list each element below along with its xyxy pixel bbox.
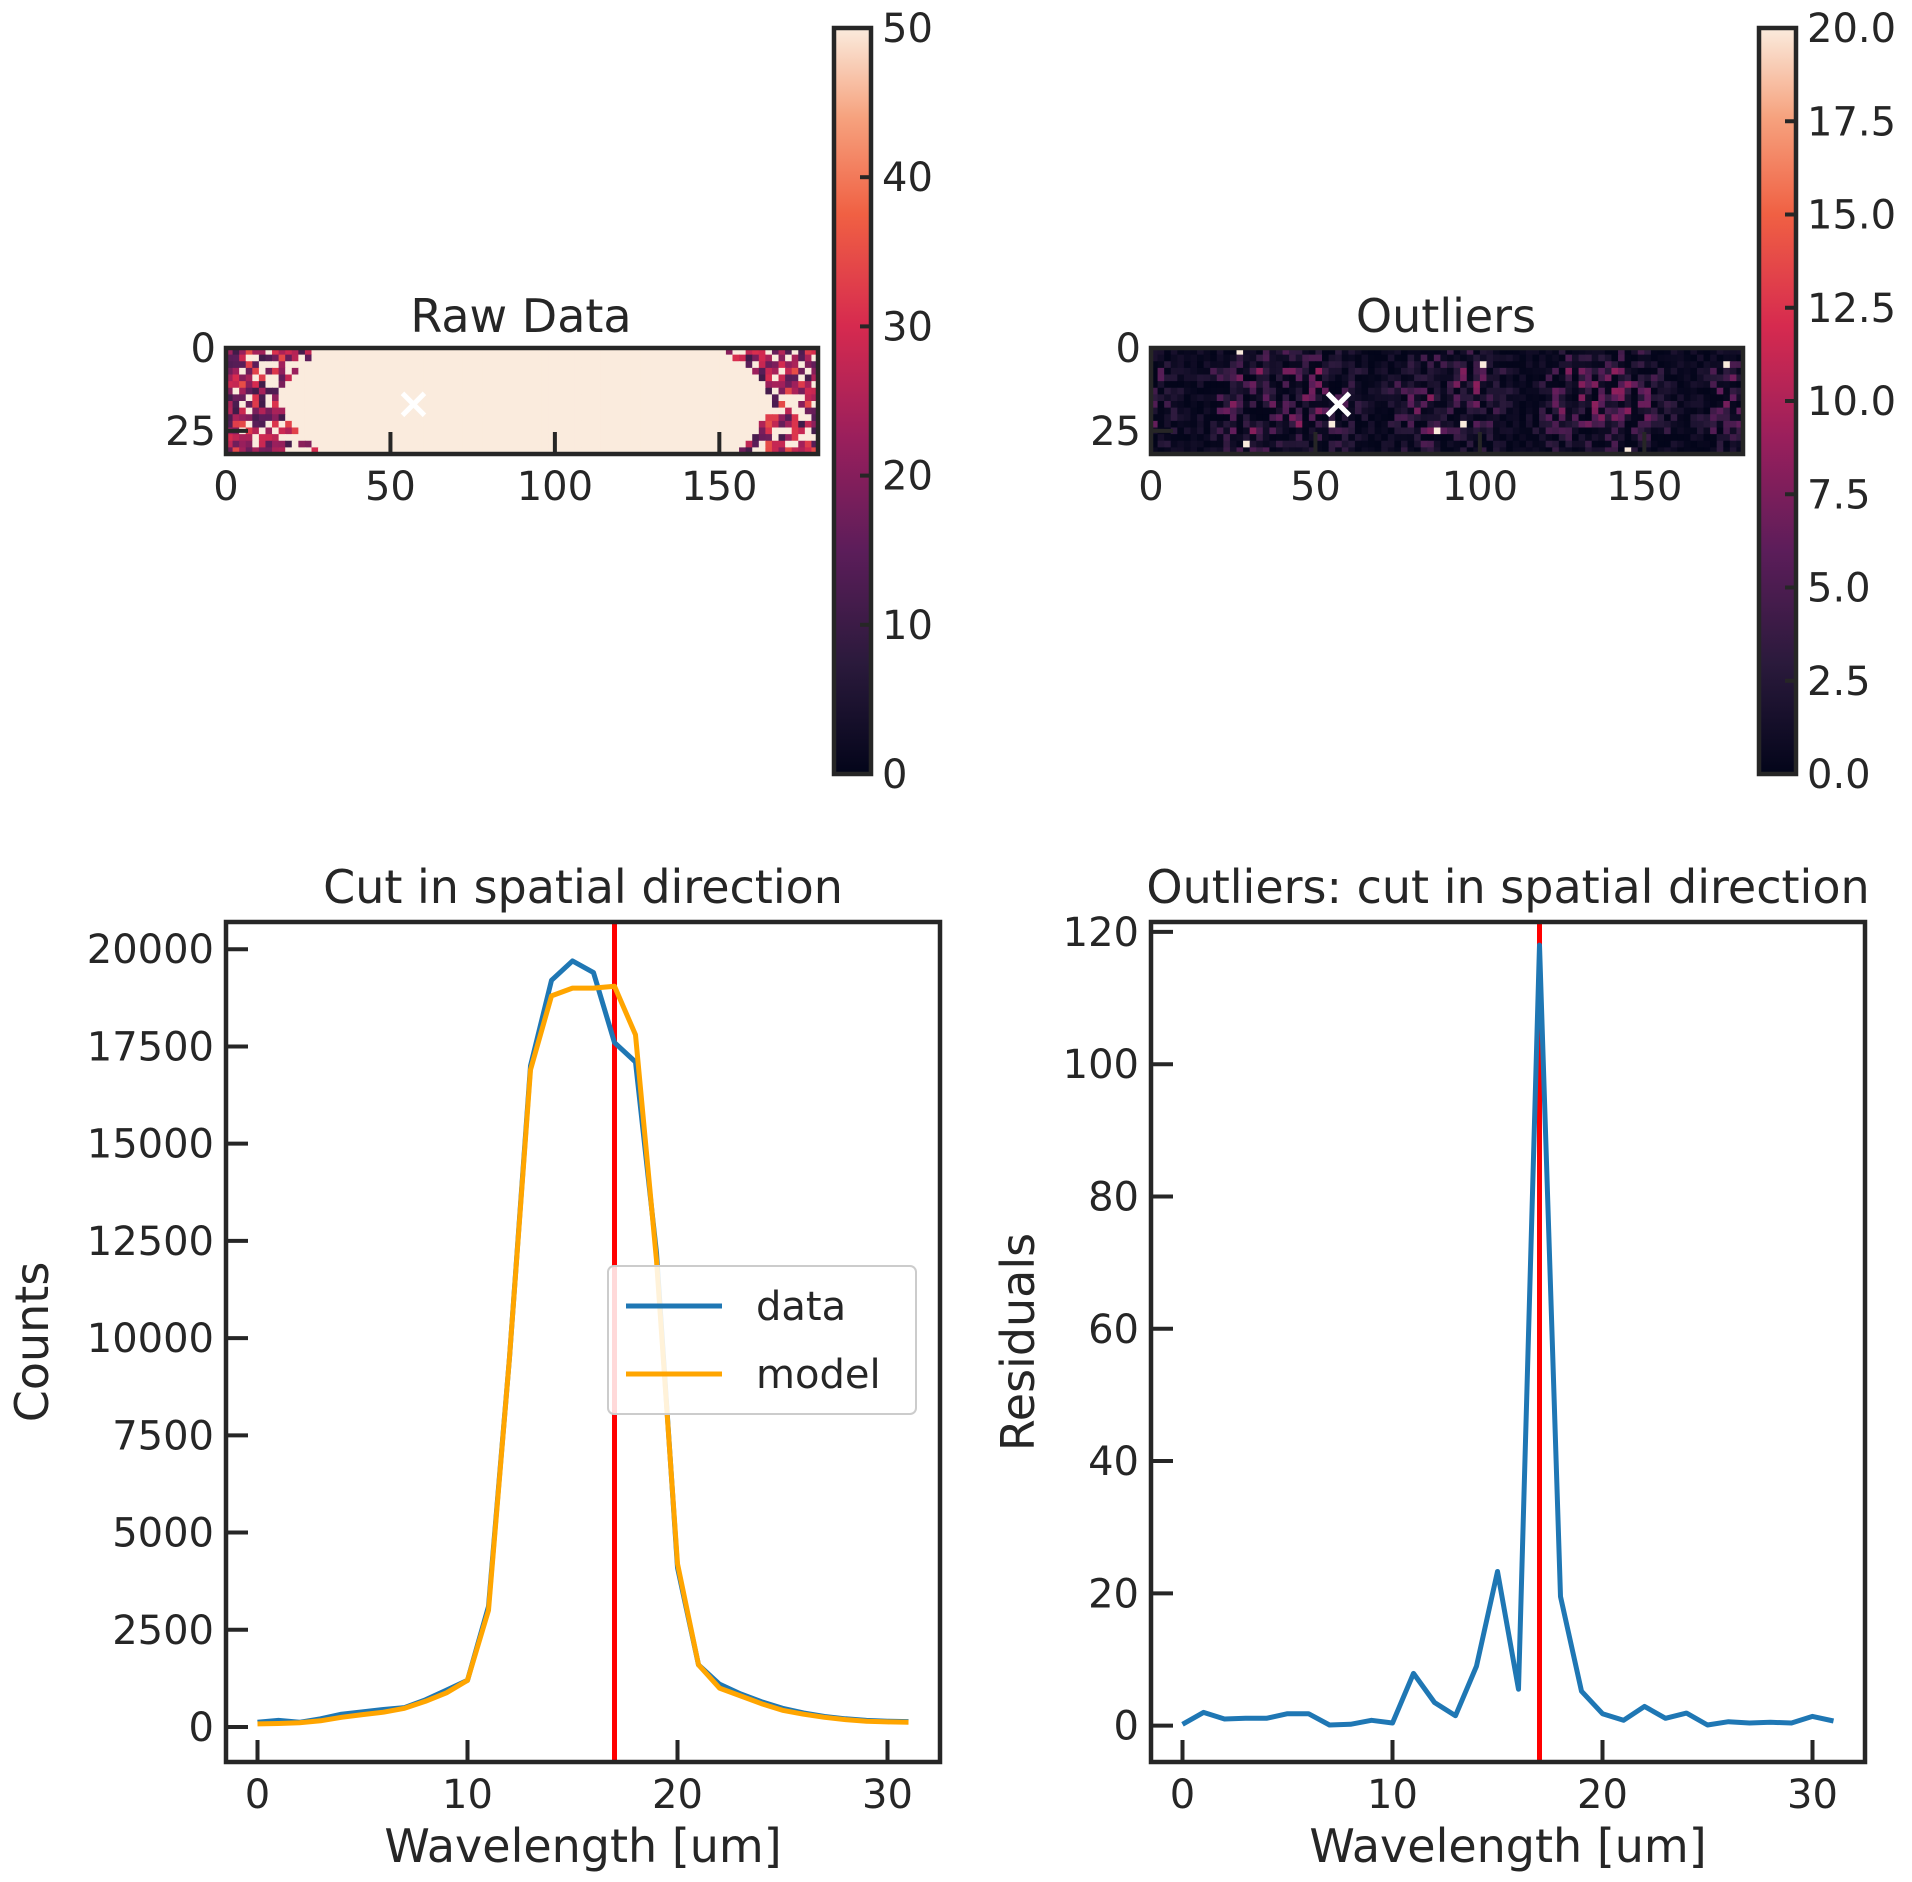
model-series-line (257, 983, 909, 1727)
x-tick-label: 30 (1787, 1772, 1838, 1818)
residuals-frame (1148, 919, 1868, 1765)
x-tick-label: 150 (1606, 464, 1682, 510)
x-marker-stroke (1325, 391, 1352, 418)
colorbar-tick-label: 10.0 (1807, 379, 1896, 425)
colorbar-tick-label: 5.0 (1807, 566, 1871, 612)
residuals-panel: Outliers: cut in spatial direction 0 10 20… (991, 860, 1870, 1873)
raw-data-marker (400, 391, 427, 418)
colorbar-tick-label: 10 (882, 603, 933, 649)
y-tick-label: 0 (189, 1705, 214, 1751)
cut-frame (223, 919, 943, 1765)
raw-data-panel: Raw Data 0 50 100 150 0 25 (165, 289, 821, 510)
outliers-axes: 0 50 100 150 0 25 (1090, 326, 1682, 510)
y-tick-label: 7500 (112, 1413, 214, 1459)
x-tick-label: 50 (1290, 464, 1341, 510)
raw-data-axes: 0 50 100 150 0 25 (165, 326, 757, 510)
colorbar-tick-label: 7.5 (1807, 472, 1871, 518)
y-tick-label: 25 (1090, 409, 1141, 455)
x-tick-label: 10 (442, 1772, 493, 1818)
cut-title: Cut in spatial direction (323, 860, 843, 914)
x-tick-label: 0 (213, 464, 238, 510)
y-tick-label: 20000 (87, 927, 214, 973)
x-tick-label: 0 (245, 1772, 270, 1818)
cut-ylabel: Counts (5, 1262, 59, 1423)
residuals-title: Outliers: cut in spatial direction (1146, 860, 1869, 914)
y-tick-label: 25 (165, 409, 216, 455)
x-tick-label: 100 (517, 464, 593, 510)
x-tick-label: 10 (1367, 1772, 1418, 1818)
y-tick-label: 80 (1088, 1174, 1139, 1220)
raw-data-colorbar: 0 10 20 30 40 50 (831, 6, 933, 798)
colorbar-tick-label: 0 (882, 752, 907, 798)
raw-data-colorbar-fill (834, 28, 871, 774)
residuals-ylabel: Residuals (991, 1233, 1045, 1451)
y-tick-label: 5000 (112, 1511, 214, 1557)
y-tick-label: 60 (1088, 1307, 1139, 1353)
residuals-series-line (1181, 942, 1835, 1728)
x-tick-label: 0 (1170, 1772, 1195, 1818)
outliers-heatmap (1151, 348, 1744, 455)
y-tick-label: 10000 (87, 1316, 214, 1362)
colorbar-tick-label: 2.5 (1807, 659, 1871, 705)
outliers-colorbar: 0.0 2.5 5.0 7.5 10.0 12.5 15.0 17.5 20.0 (1756, 6, 1896, 798)
y-tick-label: 100 (1063, 1042, 1139, 1088)
colorbar-tick-label: 20 (882, 454, 933, 500)
x-tick-label: 50 (365, 464, 416, 510)
y-tick-label: 0 (1116, 326, 1141, 372)
legend-box (607, 1265, 917, 1415)
raw-data-title: Raw Data (410, 289, 631, 343)
residuals-xlabel: Wavelength [um] (1309, 1819, 1706, 1873)
y-tick-label: 20 (1088, 1571, 1139, 1617)
x-tick-label: 150 (681, 464, 757, 510)
outliers-frame (1148, 345, 1746, 457)
legend-model-label: model (756, 1352, 881, 1398)
cut-xlabel: Wavelength [um] (384, 1819, 781, 1873)
colorbar-tick-label: 0.0 (1807, 752, 1871, 798)
outliers-colorbar-ticks: 0.0 2.5 5.0 7.5 10.0 12.5 15.0 17.5 20.0 (1785, 6, 1896, 798)
y-tick-label: 15000 (87, 1122, 214, 1168)
raw-data-colorbar-frame (831, 25, 874, 777)
raw-data-heatmap (226, 348, 819, 455)
y-tick-label: 12500 (87, 1219, 214, 1265)
cut-plot: 0 10 20 30 0 2500 5000 7500 10000 12500 15000 17500… (87, 922, 913, 1818)
x-tick-label: 100 (1442, 464, 1518, 510)
x-tick-label: 20 (652, 1772, 703, 1818)
x-tick-label: 20 (1577, 1772, 1628, 1818)
colorbar-tick-label: 17.5 (1807, 99, 1896, 145)
colorbar-tick-label: 12.5 (1807, 286, 1896, 332)
y-tick-label: 40 (1088, 1439, 1139, 1485)
raw-data-frame (223, 345, 821, 457)
residuals-plot: 0 10 20 30 0 20 40 60 80 100 120 (1063, 910, 1838, 1818)
cut-legend: data model (607, 1265, 917, 1415)
colorbar-tick-label: 15.0 (1807, 193, 1896, 239)
colorbar-tick-label: 20.0 (1807, 6, 1896, 52)
x-tick-label: 0 (1138, 464, 1163, 510)
colorbar-tick-label: 40 (882, 155, 933, 201)
raw-data-colorbar-ticks: 0 10 20 30 40 50 (860, 6, 933, 798)
y-tick-label: 120 (1063, 910, 1139, 956)
outliers-marker (1325, 391, 1352, 418)
cut-panel: Cut in spatial direction 0 10 20 30 0 2500 500… (5, 860, 943, 1873)
y-tick-label: 0 (1114, 1704, 1139, 1750)
x-marker-stroke (400, 391, 427, 418)
outliers-title: Outliers (1356, 289, 1536, 343)
outliers-panel: Outliers 0 50 100 150 0 25 (1090, 289, 1746, 510)
colorbar-tick-label: 30 (882, 304, 933, 350)
legend-data-label: data (756, 1284, 846, 1330)
y-tick-label: 0 (191, 326, 216, 372)
y-tick-label: 17500 (87, 1024, 214, 1070)
colorbar-tick-label: 50 (882, 6, 933, 52)
y-tick-label: 2500 (112, 1608, 214, 1654)
x-tick-label: 30 (862, 1772, 913, 1818)
